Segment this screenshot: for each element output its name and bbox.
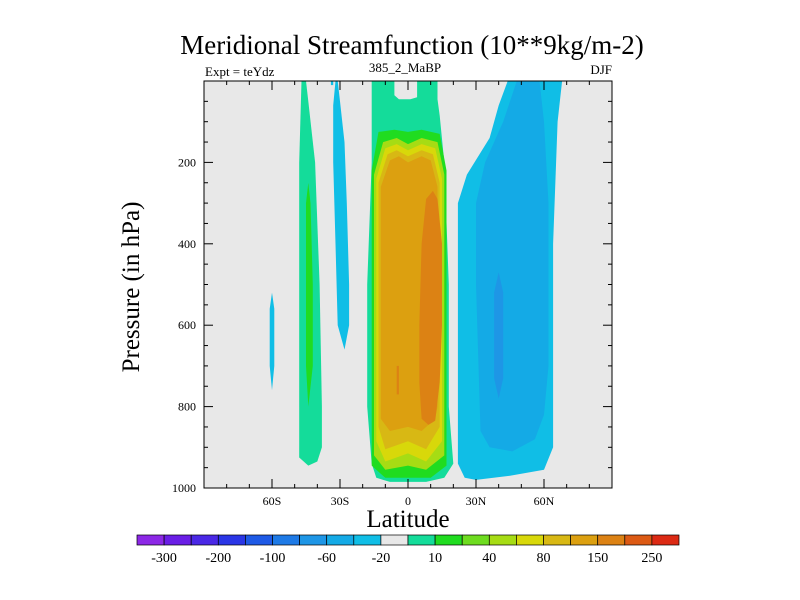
colorbar-label: 150: [587, 551, 608, 566]
colorbar-swatch: [136, 534, 165, 546]
contour-neg-n-60: [494, 272, 504, 399]
plot-area: [204, 81, 612, 488]
contour-ne-core-small: [396, 365, 399, 395]
colorbar-label: 80: [537, 551, 551, 566]
colorbar-swatch: [407, 534, 436, 546]
axes: 60S 30S 0 30N 60N 200 400 600 800 1000: [172, 80, 613, 508]
colorbar-label: -60: [317, 551, 336, 566]
colorbar-swatch: [326, 534, 355, 546]
x-axis-label: Latitude: [366, 506, 449, 533]
colorbar-swatch: [380, 534, 409, 546]
colorbar-label: -300: [151, 551, 177, 566]
chart-title: Meridional Streamfunction (10**9kg/m-2): [180, 30, 643, 60]
y-tick-label: 1000: [172, 481, 196, 495]
colorbar-swatch: [488, 534, 517, 546]
colorbar-label: -100: [260, 551, 286, 566]
y-tick-label: 400: [178, 237, 196, 251]
y-axis-label: Pressure (in hPa): [118, 202, 145, 373]
contour-neg-s-band: [333, 81, 350, 350]
colorbar-label: 10: [428, 551, 442, 566]
colorbar-swatch: [245, 534, 273, 546]
x-tick-label: 60S: [263, 494, 282, 508]
contour-neg-s-top: [330, 81, 334, 86]
contour-ne-gap: [394, 81, 418, 100]
colorbar-swatch: [434, 534, 463, 546]
y-tick-label: 200: [178, 155, 196, 169]
y-tick-label: 800: [178, 400, 196, 414]
colorbar-swatch: [217, 534, 246, 546]
x-tick-label: 30N: [466, 494, 487, 508]
x-tick-label: 60N: [534, 494, 555, 508]
subtitle-right: DJF: [590, 62, 612, 77]
y-tick-label: 600: [178, 318, 196, 332]
colorbar: -300 -200 -100 -60 -20 10 40 80 150 250: [136, 534, 680, 566]
colorbar-swatch: [163, 534, 192, 546]
colorbar-swatch: [651, 534, 680, 546]
subtitle-left: Expt = teYdz: [205, 64, 275, 79]
colorbar-swatch: [272, 534, 300, 546]
x-tick-label: 0: [405, 494, 411, 508]
colorbar-swatch: [624, 534, 653, 546]
contour-pos-s-inner: [306, 182, 313, 407]
colorbar-swatch: [543, 534, 571, 546]
colorbar-swatch: [461, 534, 490, 546]
contour-neg-s-pole: [269, 292, 275, 391]
subtitle-center: 385_2_MaBP: [369, 60, 441, 75]
colorbar-swatch: [190, 534, 219, 546]
colorbar-swatch: [516, 534, 544, 546]
x-tick-label: 30S: [331, 494, 350, 508]
colorbar-label: 40: [482, 551, 496, 566]
colorbar-label: -20: [372, 551, 391, 566]
colorbar-swatch: [299, 534, 328, 546]
colorbar-swatch: [597, 534, 626, 546]
colorbar-label: -200: [205, 551, 231, 566]
contour-ne-core-250: [419, 190, 442, 425]
colorbar-swatch: [353, 534, 382, 546]
colorbar-swatch: [570, 534, 599, 546]
colorbar-label: 250: [641, 551, 662, 566]
